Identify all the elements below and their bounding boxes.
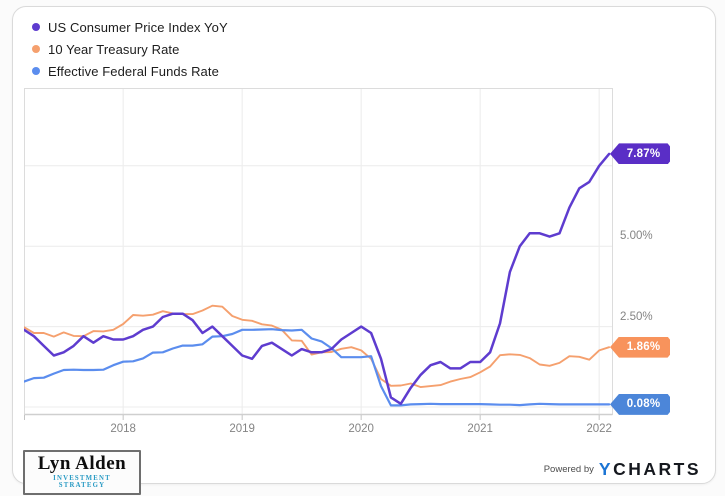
- line-chart[interactable]: [24, 88, 613, 421]
- value-badge-10y: 1.86%: [610, 336, 670, 358]
- value-badge-effr: 0.08%: [610, 393, 670, 415]
- ycharts-logo-charts: CHARTS: [613, 459, 701, 479]
- legend-item-10y[interactable]: 10 Year Treasury Rate: [32, 38, 228, 60]
- legend-dot-10y-icon: [32, 45, 40, 53]
- legend-label-10y: 10 Year Treasury Rate: [48, 41, 180, 57]
- value-badge-effr-text: 0.08%: [626, 398, 661, 411]
- value-badge-cpi-text: 7.87%: [626, 147, 661, 160]
- lyn-alden-logo-name: Lyn Alden: [37, 453, 127, 474]
- value-badge-cpi: 7.87%: [610, 143, 670, 165]
- plot-area[interactable]: [24, 88, 613, 421]
- series-line-1: [24, 304, 611, 389]
- powered-by-text: Powered by: [543, 463, 594, 475]
- lyn-alden-logo-subtitle: INVESTMENT STRATEGY: [53, 475, 111, 489]
- legend-item-effr[interactable]: Effective Federal Funds Rate: [32, 60, 228, 82]
- ycharts-logo-y: Y: [598, 459, 614, 479]
- legend-label-cpi: US Consumer Price Index YoY: [48, 19, 228, 35]
- series-line-0: [24, 152, 611, 406]
- legend: US Consumer Price Index YoY 10 Year Trea…: [32, 16, 228, 82]
- x-axis-label-2018: 2018: [110, 423, 136, 435]
- lyn-alden-logo: Lyn Alden INVESTMENT STRATEGY: [23, 450, 141, 495]
- x-axis-label-2020: 2020: [348, 423, 374, 435]
- ycharts-logo: YCHARTS: [599, 459, 701, 479]
- legend-dot-cpi-icon: [32, 23, 40, 31]
- x-axis-label-2021: 2021: [467, 423, 493, 435]
- value-badge-10y-text: 1.86%: [626, 341, 661, 354]
- chart-card: US Consumer Price Index YoY 10 Year Trea…: [12, 6, 716, 495]
- y-axis-label-5.00%: 5.00%: [620, 230, 653, 243]
- legend-item-cpi[interactable]: US Consumer Price Index YoY: [32, 16, 228, 38]
- series-line-2: [24, 328, 611, 407]
- ycharts-attribution[interactable]: Powered by YCHARTS: [544, 459, 701, 479]
- legend-dot-effr-icon: [32, 67, 40, 75]
- x-axis-label-2022: 2022: [586, 423, 612, 435]
- x-axis-label-2019: 2019: [229, 423, 255, 435]
- y-axis-label-2.50%: 2.50%: [620, 310, 653, 323]
- legend-label-effr: Effective Federal Funds Rate: [48, 63, 219, 79]
